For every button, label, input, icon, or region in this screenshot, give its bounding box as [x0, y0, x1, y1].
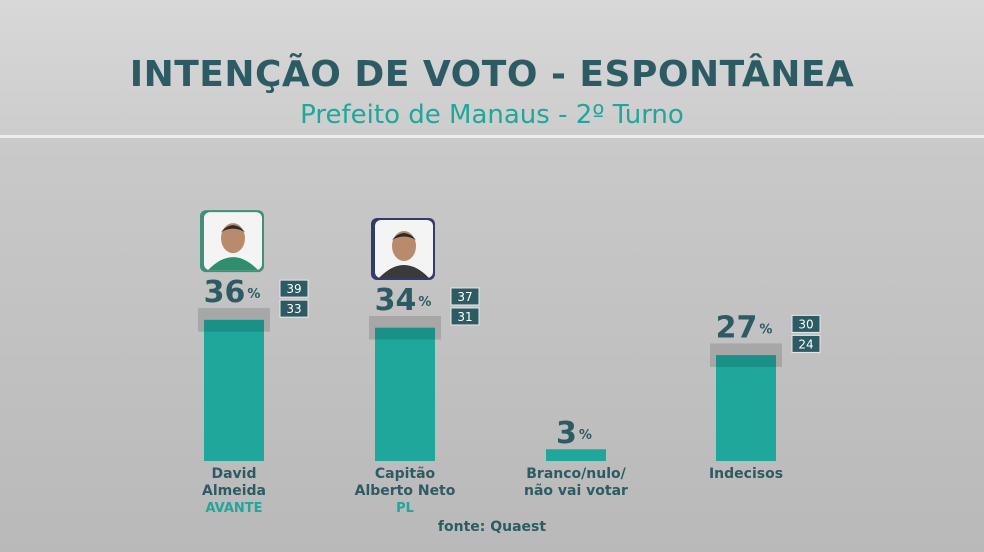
- party-label: PL: [396, 501, 414, 516]
- range-low-box: [450, 307, 480, 326]
- bar: [716, 355, 776, 461]
- candidate-photo: [200, 210, 264, 273]
- photo-face: [221, 223, 245, 254]
- range-high-label: 30: [798, 317, 813, 331]
- photo-shoulders: [379, 264, 429, 278]
- category-label: Almeida: [202, 483, 266, 499]
- party-label: AVANTE: [205, 501, 262, 516]
- photo-hair: [221, 225, 245, 233]
- value-label: 3%: [556, 416, 592, 451]
- bar: [204, 319, 264, 461]
- range-low-label: 33: [286, 302, 301, 316]
- range-high-box: [450, 287, 480, 306]
- bar-overlap: [716, 355, 776, 367]
- bar-group-3: 3 % Branco/nulo/não vai votar: [524, 416, 628, 499]
- category-label: Capitão: [375, 466, 436, 482]
- source-note: fonte: Quaest: [437, 519, 547, 535]
- header-band: [0, 0, 984, 135]
- photo-shoulders: [208, 257, 258, 271]
- photo-face: [392, 230, 416, 261]
- bar: [546, 449, 606, 461]
- range-high-box: [279, 279, 309, 298]
- range-low-box: [791, 334, 821, 353]
- range-high-label: 37: [457, 290, 472, 304]
- bar: [375, 327, 435, 461]
- range-high-box: [791, 314, 821, 333]
- chart-title: INTENÇÃO DE VOTO - ESPONTÂNEA: [129, 54, 855, 95]
- photo-hair: [392, 232, 416, 240]
- category-label: Branco/nulo/: [526, 466, 626, 482]
- category-label: não vai votar: [524, 483, 628, 499]
- value-label: 27%: [716, 310, 773, 345]
- range-high-label: 39: [286, 282, 301, 296]
- candidate-photo: [371, 217, 435, 280]
- bar-overlap: [204, 319, 264, 332]
- bar-group-4: 27% 30 24 Indecisos: [709, 310, 821, 482]
- range-low-box: [279, 299, 309, 318]
- range-low-label: 24: [798, 337, 813, 351]
- range-low-label: 31: [457, 310, 472, 324]
- value-label: 36%: [204, 275, 261, 310]
- value-label: 34%: [375, 283, 432, 318]
- category-label: Alberto Neto: [355, 483, 456, 499]
- bar-overlap: [375, 327, 435, 340]
- chart-subtitle: Prefeito de Manaus - 2º Turno: [300, 100, 684, 130]
- header-divider: [0, 135, 984, 138]
- category-label: Indecisos: [709, 466, 783, 482]
- category-label: David: [211, 466, 256, 482]
